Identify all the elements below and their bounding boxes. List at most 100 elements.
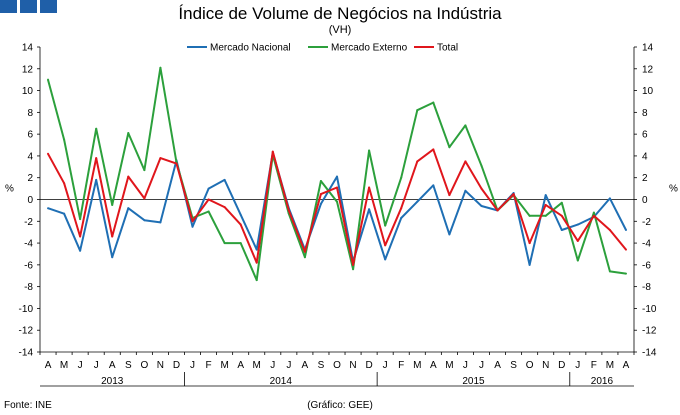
data-point bbox=[400, 207, 403, 210]
month-label: O bbox=[526, 360, 534, 371]
data-point bbox=[368, 149, 371, 152]
data-point bbox=[47, 78, 50, 81]
data-point bbox=[384, 224, 387, 227]
data-point bbox=[239, 242, 242, 245]
data-point bbox=[416, 200, 419, 203]
month-label: J bbox=[463, 360, 468, 371]
data-point bbox=[544, 194, 547, 197]
data-point bbox=[544, 214, 547, 217]
data-point bbox=[432, 101, 435, 104]
data-point bbox=[223, 178, 226, 181]
month-label: A bbox=[494, 360, 501, 371]
data-point bbox=[512, 193, 515, 196]
month-label: D bbox=[558, 360, 565, 371]
month-label: M bbox=[253, 360, 261, 371]
data-point bbox=[127, 132, 130, 135]
left-y-tick-label: 6 bbox=[27, 130, 33, 141]
legend-label: Mercado Externo bbox=[331, 43, 408, 54]
data-point bbox=[336, 186, 338, 189]
credit-note: (Gráfico: GEE) bbox=[307, 400, 373, 411]
source-note: Fonte: INE bbox=[4, 400, 52, 411]
chart-title: Índice de Volume de Negócios na Indústri… bbox=[178, 4, 502, 23]
month-label: F bbox=[591, 360, 597, 371]
data-point bbox=[576, 259, 579, 262]
data-point bbox=[480, 205, 483, 208]
chart-subtitle: (VH) bbox=[328, 24, 352, 36]
right-y-tick-label: -6 bbox=[642, 260, 651, 271]
series-line-total bbox=[47, 148, 627, 266]
left-y-tick-label: -6 bbox=[24, 260, 33, 271]
series-line-mercado-nacional bbox=[47, 151, 627, 266]
month-label: N bbox=[349, 360, 356, 371]
data-point bbox=[255, 248, 258, 251]
right-y-tick-label: -14 bbox=[642, 348, 657, 359]
right-y-tick-label: -8 bbox=[642, 282, 651, 293]
data-point bbox=[95, 127, 98, 130]
data-point bbox=[416, 160, 419, 163]
month-label: J bbox=[78, 360, 83, 371]
month-label: J bbox=[575, 360, 580, 371]
data-point bbox=[191, 225, 194, 228]
data-point bbox=[576, 239, 579, 242]
left-y-tick-label: 0 bbox=[27, 195, 33, 206]
left-y-tick-label: 12 bbox=[22, 64, 34, 75]
data-point bbox=[528, 263, 531, 266]
year-label: 2016 bbox=[591, 376, 614, 387]
data-point bbox=[448, 146, 451, 149]
data-point bbox=[624, 272, 627, 275]
data-point bbox=[464, 160, 467, 163]
data-point bbox=[384, 244, 387, 247]
data-point bbox=[127, 175, 130, 178]
data-point bbox=[319, 179, 322, 182]
data-point bbox=[159, 66, 162, 69]
data-point bbox=[95, 157, 98, 160]
left-y-tick-label: -10 bbox=[19, 304, 34, 315]
month-label: M bbox=[606, 360, 614, 371]
data-point bbox=[400, 176, 403, 179]
data-point bbox=[448, 194, 451, 197]
right-y-tick-label: 0 bbox=[642, 195, 648, 206]
right-y-axis-label: % bbox=[669, 184, 678, 195]
data-point bbox=[47, 207, 50, 210]
left-y-tick-label: -12 bbox=[19, 326, 34, 337]
year-label: 2014 bbox=[270, 376, 293, 387]
data-point bbox=[271, 150, 274, 153]
data-point bbox=[400, 217, 403, 220]
right-y-tick-label: 10 bbox=[642, 86, 654, 97]
data-point bbox=[592, 211, 595, 214]
right-y-tick-label: 4 bbox=[642, 151, 648, 162]
month-label: M bbox=[60, 360, 68, 371]
data-point bbox=[207, 187, 210, 190]
data-point bbox=[255, 261, 258, 264]
month-label: N bbox=[542, 360, 549, 371]
right-y-tick-label: 2 bbox=[642, 173, 648, 184]
logo-square bbox=[40, 0, 57, 13]
data-point bbox=[207, 210, 210, 213]
month-label: M bbox=[445, 360, 453, 371]
right-y-tick-label: -2 bbox=[642, 217, 651, 228]
data-point bbox=[303, 256, 306, 259]
data-point bbox=[63, 212, 66, 215]
month-label: S bbox=[125, 360, 132, 371]
data-point bbox=[560, 201, 563, 204]
month-label: S bbox=[510, 360, 517, 371]
data-point bbox=[352, 263, 355, 266]
month-label: N bbox=[157, 360, 164, 371]
data-point bbox=[207, 198, 210, 201]
month-label: M bbox=[413, 360, 421, 371]
data-point bbox=[592, 214, 595, 217]
month-label: S bbox=[318, 360, 325, 371]
data-point bbox=[303, 250, 306, 253]
data-point bbox=[544, 203, 547, 206]
data-point bbox=[143, 197, 146, 200]
data-point bbox=[464, 124, 467, 127]
data-point bbox=[111, 235, 114, 238]
data-point bbox=[416, 109, 419, 112]
data-point bbox=[336, 200, 338, 203]
left-y-tick-label: 14 bbox=[22, 43, 34, 54]
data-point bbox=[111, 203, 114, 206]
month-label: J bbox=[383, 360, 388, 371]
right-y-tick-label: 12 bbox=[642, 64, 654, 75]
data-point bbox=[480, 164, 483, 167]
data-point bbox=[223, 206, 226, 209]
